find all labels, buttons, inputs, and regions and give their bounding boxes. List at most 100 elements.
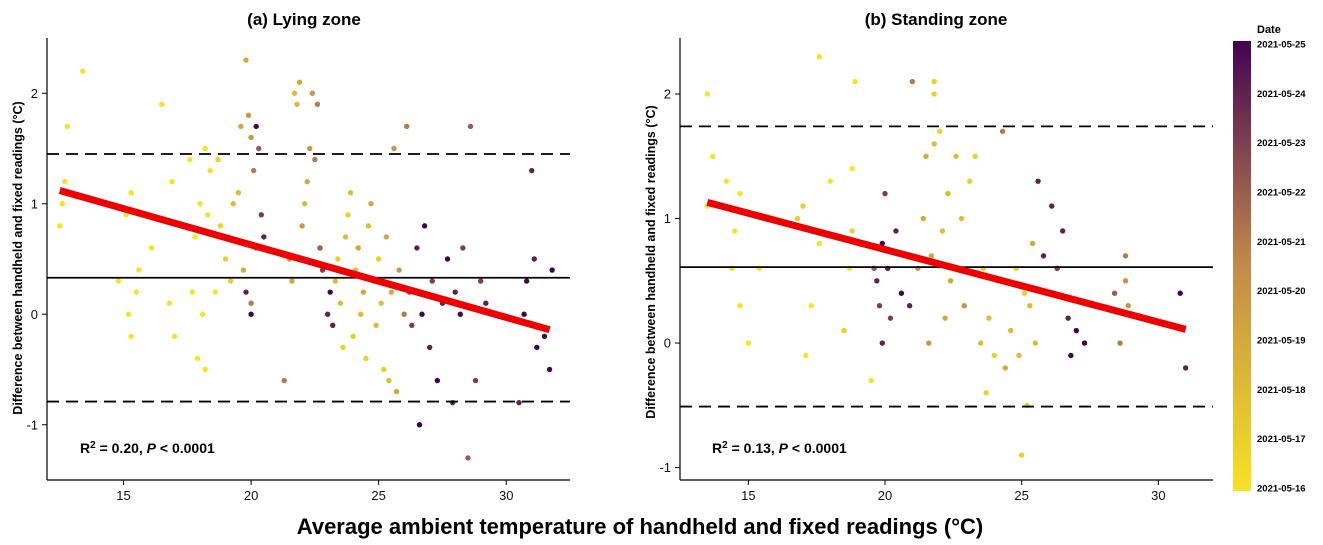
data-point bbox=[401, 311, 407, 317]
regression-line bbox=[706, 198, 1187, 333]
data-point bbox=[983, 390, 989, 396]
data-point bbox=[222, 256, 229, 262]
data-point bbox=[314, 101, 321, 108]
data-point bbox=[355, 245, 361, 251]
data-point bbox=[248, 311, 254, 317]
colorbar-label: 2021-05-19 bbox=[1257, 336, 1306, 347]
data-point bbox=[478, 278, 484, 284]
data-point bbox=[404, 123, 410, 130]
data-point bbox=[340, 344, 346, 351]
y-axis-label-lying: Difference between handheld and fixed re… bbox=[11, 101, 25, 414]
r2-annotation-standing: R2 = 0.13, P < 0.0001 bbox=[712, 440, 847, 457]
data-point bbox=[363, 355, 369, 362]
data-point bbox=[986, 315, 992, 321]
data-point bbox=[248, 134, 254, 141]
data-point bbox=[62, 178, 68, 185]
colorbar-label: 2021-05-23 bbox=[1257, 138, 1306, 149]
data-point bbox=[460, 245, 466, 251]
data-point bbox=[57, 223, 63, 229]
data-point bbox=[710, 153, 716, 159]
data-point bbox=[1040, 253, 1047, 259]
data-point bbox=[347, 190, 354, 196]
data-point bbox=[368, 201, 374, 207]
data-point bbox=[457, 311, 463, 317]
data-point bbox=[250, 167, 257, 174]
data-point bbox=[230, 201, 236, 207]
data-point bbox=[373, 322, 379, 328]
data-point bbox=[1068, 352, 1074, 359]
data-point bbox=[317, 245, 323, 251]
data-point bbox=[217, 223, 224, 229]
data-point bbox=[800, 203, 806, 209]
data-point bbox=[958, 215, 965, 222]
data-point bbox=[961, 302, 967, 309]
data-point bbox=[215, 156, 221, 163]
colorbar-title: Date bbox=[1257, 24, 1281, 36]
y-tick-label: 2 bbox=[31, 86, 38, 101]
data-point bbox=[202, 366, 208, 373]
data-point bbox=[128, 333, 134, 340]
panel-title-lying: (a) Lying zone bbox=[247, 10, 361, 29]
data-point bbox=[59, 201, 66, 207]
data-point bbox=[64, 123, 71, 130]
data-point bbox=[731, 228, 738, 234]
colorbar-label: 2021-05-24 bbox=[1257, 89, 1306, 100]
data-point bbox=[483, 300, 489, 306]
data-point bbox=[803, 352, 809, 359]
data-point bbox=[345, 212, 351, 218]
colorbar-label: 2021-05-20 bbox=[1257, 286, 1306, 297]
data-point bbox=[942, 315, 948, 321]
data-point bbox=[136, 267, 142, 273]
data-point bbox=[879, 240, 885, 247]
data-point bbox=[1032, 340, 1039, 346]
data-point bbox=[381, 366, 387, 373]
colorbar-labels: 2021-05-25 2021-05-24 2021-05-23 2021-05-22… bbox=[1251, 40, 1306, 495]
data-point bbox=[868, 377, 875, 384]
data-point bbox=[396, 267, 402, 273]
colorbar-label: 2021-05-16 bbox=[1257, 484, 1306, 495]
y-tick-label: -1 bbox=[26, 417, 38, 432]
data-point bbox=[816, 53, 823, 60]
data-point bbox=[187, 156, 193, 163]
data-point bbox=[737, 190, 743, 197]
data-point bbox=[304, 178, 310, 185]
data-point bbox=[294, 101, 300, 108]
data-point bbox=[248, 300, 254, 306]
data-point bbox=[465, 455, 471, 461]
data-point bbox=[534, 344, 540, 351]
data-point bbox=[342, 234, 349, 240]
regression-line bbox=[58, 187, 551, 334]
data-point bbox=[391, 145, 397, 152]
data-point bbox=[909, 78, 916, 85]
data-point bbox=[324, 311, 331, 317]
data-point bbox=[238, 123, 244, 130]
data-point bbox=[383, 234, 390, 240]
data-point bbox=[745, 340, 752, 346]
y-tick-label: -1 bbox=[659, 460, 671, 475]
x-tick-label: 20 bbox=[878, 488, 892, 503]
data-point bbox=[281, 377, 287, 384]
data-point bbox=[434, 377, 441, 384]
data-point bbox=[197, 201, 203, 207]
data-point bbox=[375, 256, 382, 262]
data-point bbox=[906, 302, 913, 309]
panel-standing-zone: (b) Standing zone 15 20 25 30 -1 0 1 2 R2 = 0.1… bbox=[659, 10, 1213, 503]
data-point bbox=[841, 327, 847, 334]
data-point bbox=[1065, 315, 1071, 321]
data-point bbox=[541, 333, 548, 340]
data-point bbox=[1122, 278, 1129, 284]
y-tick-label: 2 bbox=[664, 87, 671, 102]
plot-area-standing: 15 20 25 30 -1 0 1 2 bbox=[659, 38, 1213, 503]
data-point bbox=[898, 290, 905, 296]
data-point bbox=[1177, 290, 1183, 296]
y-tick-label: 0 bbox=[31, 307, 38, 322]
x-tick-label: 25 bbox=[371, 488, 385, 503]
data-point bbox=[337, 300, 344, 306]
data-point bbox=[879, 340, 885, 346]
data-point bbox=[378, 300, 384, 306]
data-point bbox=[414, 245, 420, 251]
data-point bbox=[945, 190, 951, 197]
data-point bbox=[931, 78, 937, 85]
plot-area-lying: 15 20 25 30 -1 0 1 2 bbox=[26, 38, 570, 503]
data-point bbox=[256, 145, 262, 152]
